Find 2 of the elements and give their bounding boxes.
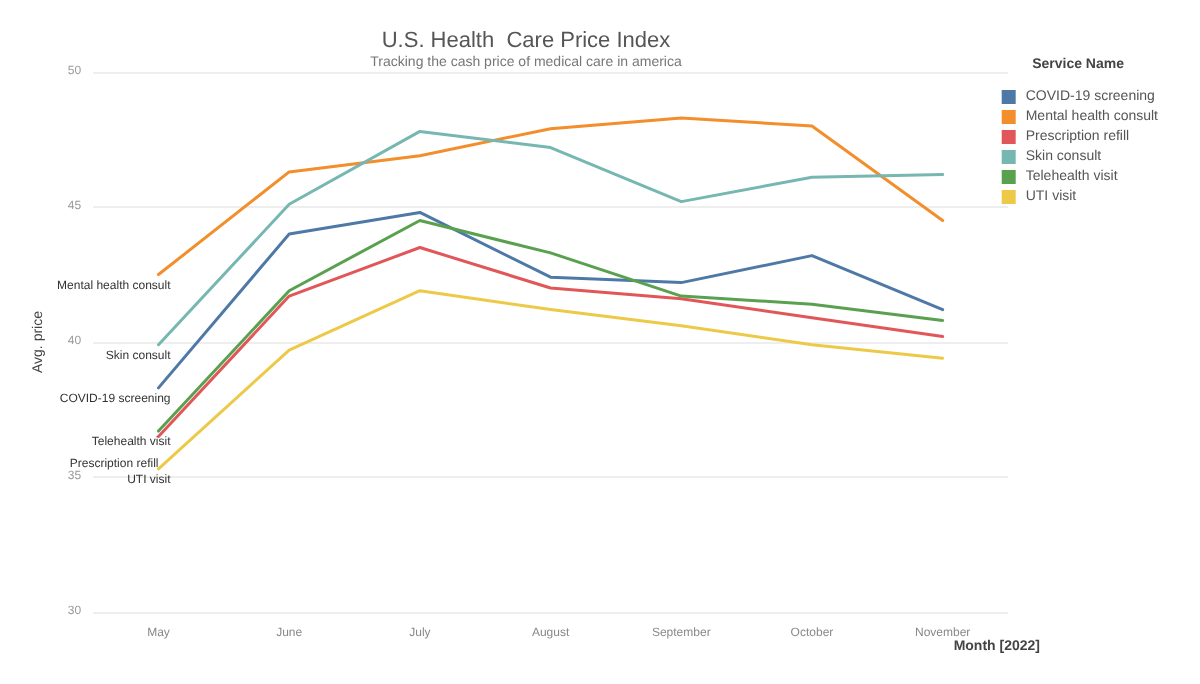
line-series: [156, 116, 945, 276]
chart-title: U.S. Health Care Price Index: [381, 29, 672, 53]
